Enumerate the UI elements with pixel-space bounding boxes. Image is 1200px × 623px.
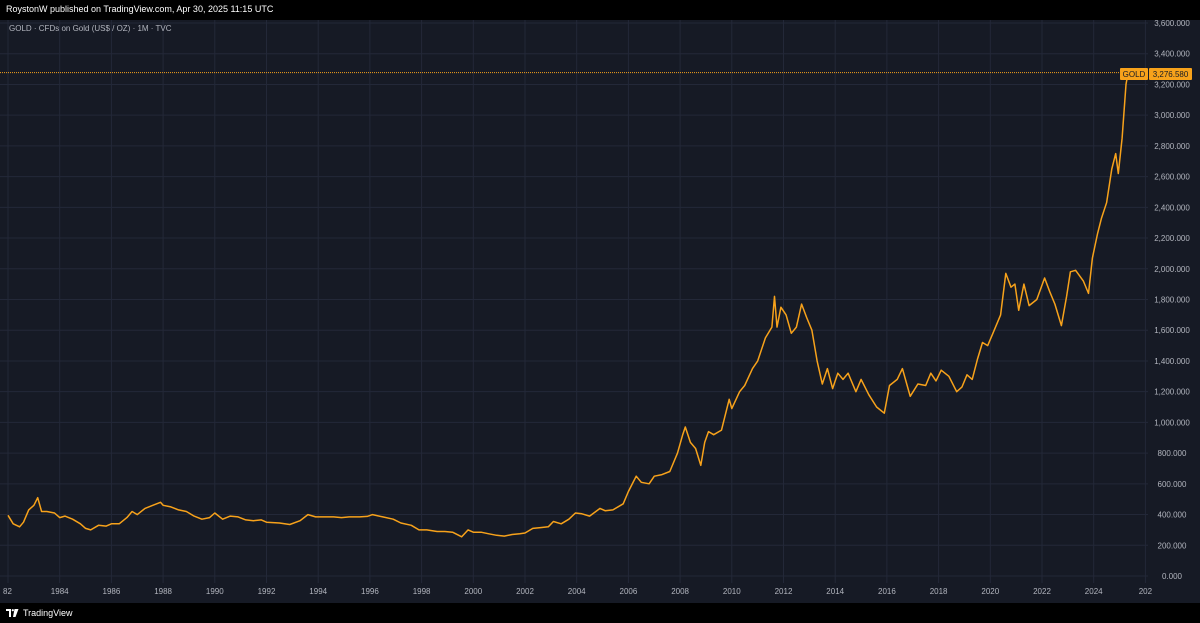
publisher-text: RoystonW published on TradingView.com, A…: [6, 4, 274, 14]
price-chart[interactable]: 0.000 200.000 400.000 600.000 800.000 1,000.0…: [0, 20, 1200, 603]
symbol-badge-box: [1120, 68, 1148, 80]
price-series: [7, 72, 1129, 538]
x-tick-label: 1992: [258, 587, 276, 596]
y-tick-label: 3,600.000: [1154, 20, 1190, 28]
symbol-badge: GOLD: [1123, 70, 1146, 79]
y-tick-label: 600.000: [1158, 480, 1187, 489]
last-value-badge-box: [1149, 68, 1192, 80]
gold-price-line: [7, 72, 1129, 538]
x-tick-label: 2022: [1033, 587, 1051, 596]
x-tick-label: 2012: [775, 587, 793, 596]
tradingview-logo-icon: [6, 609, 19, 617]
y-tick-label: 1,000.000: [1154, 418, 1190, 427]
x-tick-label: 2016: [878, 587, 896, 596]
x-tick-label: 2010: [723, 587, 741, 596]
x-tick-label: 202: [1139, 587, 1153, 596]
grid-lines: [0, 20, 1148, 583]
y-tick-label: 200.000: [1158, 541, 1187, 550]
tradingview-brand[interactable]: TradingView: [6, 607, 73, 619]
x-tick-label: 2018: [930, 587, 948, 596]
footer-bar: TradingView: [0, 603, 1200, 623]
y-tick-label: 1,400.000: [1154, 357, 1190, 366]
publisher-bar: RoystonW published on TradingView.com, A…: [0, 0, 1200, 20]
y-tick-label: 3,200.000: [1154, 80, 1190, 89]
x-tick-label: 2024: [1085, 587, 1103, 596]
x-tick-label: 2002: [516, 587, 534, 596]
y-tick-label: 1,200.000: [1154, 388, 1190, 397]
x-tick-label: 2000: [464, 587, 482, 596]
y-tick-label: 400.000: [1158, 511, 1187, 520]
x-tick-label: 1996: [361, 587, 379, 596]
last-price-badges: GOLD 3,276.580: [1120, 68, 1192, 80]
last-value-badge: 3,276.580: [1153, 70, 1189, 79]
y-tick-label: 2,600.000: [1154, 173, 1190, 182]
brand-label: TradingView: [23, 608, 73, 618]
x-tick-label: 2008: [671, 587, 689, 596]
x-tick-label: 1990: [206, 587, 224, 596]
x-tick-label: 1988: [154, 587, 172, 596]
y-tick-label: 2,800.000: [1154, 142, 1190, 151]
x-tick-label: 1998: [413, 587, 431, 596]
y-tick-label: 800.000: [1158, 449, 1187, 458]
chart-legend[interactable]: GOLD · CFDs on Gold (US$ / OZ) · 1M · TV…: [9, 24, 172, 33]
x-tick-label: 2014: [826, 587, 844, 596]
x-tick-label: 1984: [51, 587, 69, 596]
y-tick-label: 2,000.000: [1154, 265, 1190, 274]
x-tick-label: 1986: [103, 587, 121, 596]
x-tick-label: 82: [3, 587, 12, 596]
x-axis: 82 1984 1986 1988 1990 1992 1994 1996 1998 2000 20…: [3, 587, 1153, 596]
y-tick-label: 0.000: [1162, 572, 1183, 581]
y-tick-label: 2,400.000: [1154, 203, 1190, 212]
y-tick-label: 2,200.000: [1154, 234, 1190, 243]
y-tick-label: 1,600.000: [1154, 326, 1190, 335]
x-tick-label: 2020: [981, 587, 999, 596]
x-tick-label: 2006: [620, 587, 638, 596]
y-tick-label: 3,000.000: [1154, 111, 1190, 120]
y-axis: 0.000 200.000 400.000 600.000 800.000 1,000.0…: [1154, 20, 1190, 581]
x-tick-label: 2004: [568, 587, 586, 596]
y-tick-label: 1,800.000: [1154, 296, 1190, 305]
x-tick-label: 1994: [309, 587, 327, 596]
y-tick-label: 3,400.000: [1154, 50, 1190, 59]
